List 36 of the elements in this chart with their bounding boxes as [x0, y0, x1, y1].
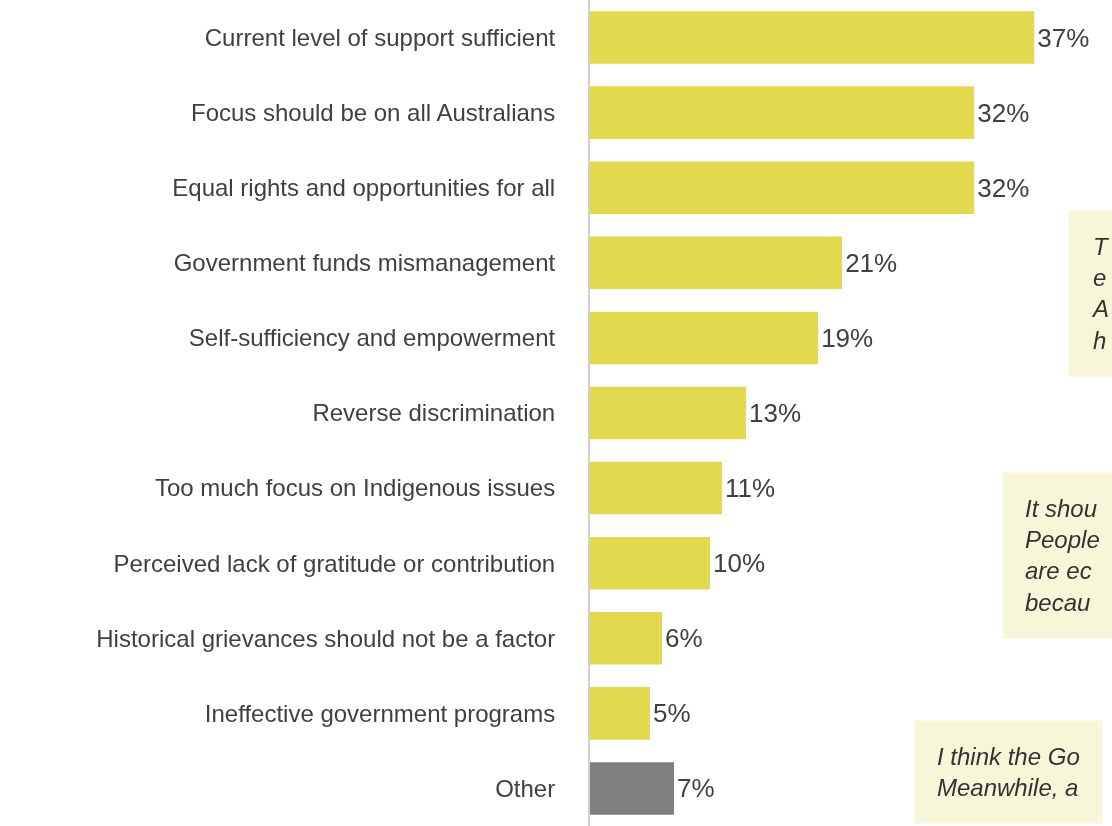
y-tick-label: Reverse discrimination [312, 399, 556, 427]
data-label: 5% [653, 698, 691, 729]
bar [590, 687, 651, 740]
data-label: 37% [1037, 22, 1090, 53]
data-label: 19% [821, 322, 874, 353]
y-tick-label: Other [495, 774, 556, 802]
data-label: 32% [977, 97, 1030, 128]
bar [590, 461, 723, 515]
data-label: 7% [677, 773, 715, 804]
bar [590, 386, 747, 440]
y-tick-label: Current level of support sufficient [204, 23, 556, 51]
data-label: 21% [845, 247, 898, 278]
y-tick-label: Historical grievances should not be a factor [96, 624, 556, 652]
bar [590, 311, 819, 365]
bar [590, 86, 975, 139]
text: T e A h [1091, 233, 1110, 354]
bar [590, 236, 843, 290]
data-label: 11% [725, 473, 776, 504]
bar [590, 536, 711, 590]
data-label: 13% [749, 398, 802, 428]
bar [590, 762, 675, 815]
annotation: I think the Go Meanwhile, a [937, 743, 1080, 802]
y-tick-label: Government funds mismanagement [173, 249, 556, 277]
y-tick-label: Ineffective government programs [204, 699, 556, 727]
y-tick-label: Equal rights and opportunities for all [172, 174, 556, 202]
bar [590, 611, 663, 665]
y-tick-label: Perceived lack of gratitude or contribution [113, 549, 556, 577]
data-label: 6% [665, 623, 703, 654]
annotation: It shou People are ec becau [1025, 495, 1100, 616]
y-tick-label: Focus should be on all Australians [190, 99, 556, 127]
data-label: 10% [713, 548, 766, 579]
bar [590, 11, 1035, 64]
bar [590, 161, 975, 215]
y-tick-label: Too much focus on Indigenous issues [154, 474, 556, 502]
y-tick-label: Self-sufficiency and empowerment [188, 324, 556, 352]
data-label: 32% [977, 172, 1030, 203]
